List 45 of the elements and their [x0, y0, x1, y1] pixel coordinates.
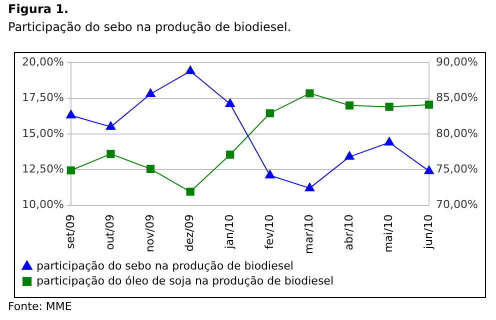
- point: [384, 137, 394, 146]
- x-tick-label: mai/10: [382, 214, 396, 253]
- point: [186, 188, 194, 196]
- x-tick-label: fev/10: [262, 214, 276, 250]
- point: [146, 164, 155, 173]
- y2-tick-label: 85,00%: [436, 91, 478, 104]
- point: [146, 88, 156, 97]
- x-tick-label: mar/10: [302, 214, 316, 254]
- point: [425, 100, 434, 109]
- y-tick-label: 15,00%: [22, 126, 64, 140]
- point: [385, 102, 394, 111]
- x-tick-label: abr/10: [342, 214, 356, 250]
- y-tick-label: 20,00%: [22, 55, 64, 68]
- point: [345, 101, 354, 110]
- chart-subtitle: Participação do sebo na produção de biodiesel.: [8, 20, 292, 34]
- x-tick-label: nov/09: [143, 214, 156, 252]
- y-tick-label: 17,50%: [22, 91, 64, 104]
- point: [66, 110, 76, 118]
- x-tick-label: jun/10: [422, 214, 435, 250]
- point: [265, 170, 275, 178]
- point: [304, 182, 315, 192]
- chart-title: Figura 1.: [8, 2, 69, 16]
- point: [424, 166, 434, 174]
- y2-tick-label: 90,00%: [436, 55, 478, 68]
- point: [226, 150, 234, 159]
- point: [306, 89, 314, 98]
- point: [225, 98, 235, 107]
- x-tick-label: jan/10: [222, 214, 236, 250]
- point: [106, 121, 116, 130]
- point: [344, 151, 354, 160]
- point: [106, 150, 115, 158]
- y2-tick-label: 70,00%: [436, 198, 478, 212]
- source-note: Fonte: MME: [8, 300, 72, 313]
- point: [66, 166, 75, 174]
- x-tick-label: out/09: [104, 214, 117, 250]
- legend-label: participação do sebo na produção de biodiesel: [36, 259, 294, 272]
- legend-label: participação do óleo de soja na produção de biodiesel: [36, 274, 334, 288]
- x-tick-label: dez/09: [183, 214, 196, 252]
- y2-tick-label: 80,00%: [436, 126, 478, 140]
- y-tick-label: 12,50%: [22, 162, 64, 176]
- point: [185, 66, 196, 74]
- x-tick-label: set/09: [64, 214, 77, 249]
- y2-tick-label: 75,00%: [436, 162, 478, 176]
- point: [266, 109, 274, 118]
- y-tick-label: 10,00%: [22, 198, 64, 212]
